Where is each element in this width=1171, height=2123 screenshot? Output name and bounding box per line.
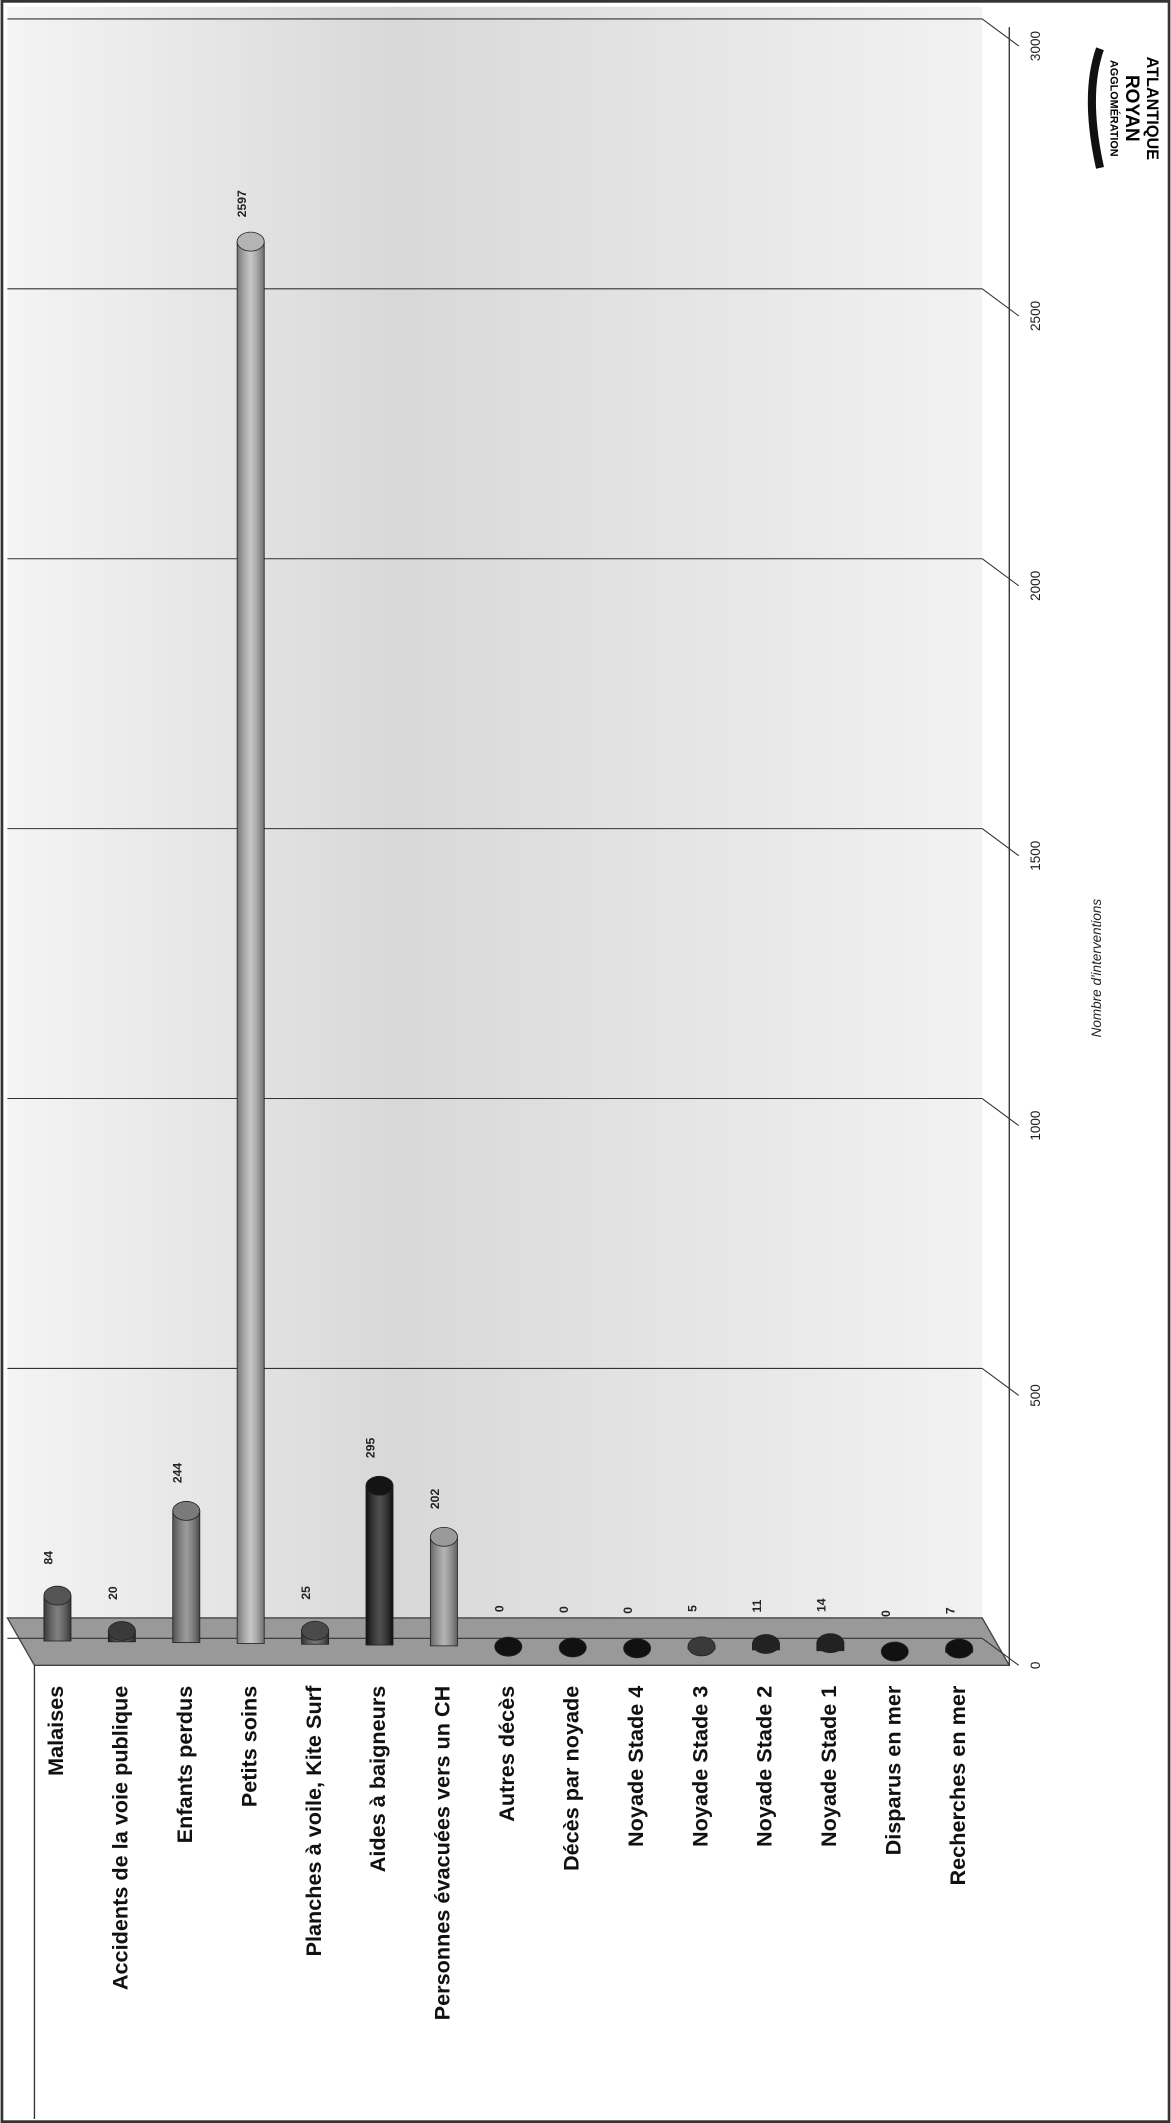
tick-mark bbox=[981, 18, 1020, 47]
bar-shade bbox=[365, 1485, 394, 1646]
value-label: 0 bbox=[621, 1607, 635, 1614]
bar-top bbox=[687, 1636, 716, 1657]
y-tick-label: 0 bbox=[1028, 1662, 1043, 1670]
logo-line: AGGLOMÉRATION bbox=[1108, 60, 1121, 157]
bar-top bbox=[172, 1501, 201, 1521]
bar-top bbox=[880, 1641, 909, 1662]
x-tick-label: Noyade Stade 4 bbox=[623, 1686, 648, 1847]
x-tick-label: Noyade Stade 2 bbox=[752, 1686, 777, 1847]
bar-top bbox=[236, 231, 265, 252]
tick-mark bbox=[981, 1367, 1020, 1396]
x-tick-label: Accidents de la voie publique bbox=[108, 1686, 133, 1990]
value-label: 14 bbox=[814, 1598, 828, 1612]
value-label: 11 bbox=[750, 1599, 764, 1612]
bar-top bbox=[816, 1633, 845, 1654]
value-label: 20 bbox=[106, 1586, 120, 1600]
value-label: 84 bbox=[42, 1551, 56, 1565]
bar-shade bbox=[172, 1510, 201, 1644]
y-tick-label: 1000 bbox=[1028, 1111, 1043, 1141]
x-tick-label: Disparus en mer bbox=[881, 1685, 906, 1855]
bar-top bbox=[107, 1621, 136, 1641]
x-tick-label: Décès par noyade bbox=[558, 1686, 583, 1871]
bar-top bbox=[494, 1636, 523, 1657]
bar-top bbox=[752, 1634, 780, 1654]
back-wall bbox=[7, 6, 983, 1618]
value-label: 0 bbox=[879, 1610, 893, 1617]
value-label: 295 bbox=[364, 1438, 378, 1459]
logo-arc bbox=[1087, 47, 1104, 169]
y-tick-label: 3000 bbox=[1028, 31, 1043, 61]
bar-top bbox=[365, 1475, 394, 1496]
value-label: 0 bbox=[557, 1606, 571, 1613]
value-label: 244 bbox=[170, 1463, 184, 1484]
logo-line: ROYAN bbox=[1121, 75, 1142, 142]
bar-shade bbox=[429, 1536, 458, 1647]
bar-top bbox=[301, 1620, 330, 1641]
axis-title: Nombre d'interventions bbox=[1089, 899, 1104, 1038]
bar-top bbox=[945, 1638, 974, 1659]
x-tick-label: Autres décès bbox=[494, 1686, 519, 1822]
tick-mark bbox=[981, 1637, 1020, 1666]
bar-top bbox=[623, 1638, 652, 1659]
value-label: 0 bbox=[492, 1605, 506, 1612]
x-tick-label: Petits soins bbox=[236, 1686, 261, 1808]
y-tick-label: 2000 bbox=[1028, 571, 1043, 601]
x-tick-label: Recherches en mer bbox=[945, 1685, 970, 1885]
x-tick-label: Enfants perdus bbox=[172, 1686, 197, 1844]
value-label: 2597 bbox=[235, 190, 249, 217]
bar-top bbox=[558, 1637, 587, 1658]
bar-top bbox=[429, 1526, 458, 1547]
tick-mark bbox=[981, 558, 1020, 587]
bar-top bbox=[43, 1585, 72, 1606]
y-tick-label: 500 bbox=[1028, 1384, 1043, 1407]
y-tick-label: 1500 bbox=[1028, 841, 1043, 871]
bar-shade bbox=[236, 241, 265, 1644]
tick-mark bbox=[981, 288, 1020, 317]
x-tick-label: Malaises bbox=[43, 1686, 68, 1776]
x-tick-label: Planches à voile, Kite Surf bbox=[301, 1685, 326, 1957]
value-label: 5 bbox=[686, 1605, 700, 1612]
tick-mark bbox=[981, 828, 1020, 857]
x-tick-label: Aides à baigneurs bbox=[365, 1686, 390, 1873]
logo: AGGLOMÉRATION ROYAN ATLANTIQUE bbox=[1087, 47, 1161, 169]
value-label: 202 bbox=[428, 1489, 442, 1510]
y-tick-label: 2500 bbox=[1028, 301, 1043, 331]
logo-line: ATLANTIQUE bbox=[1143, 57, 1161, 161]
x-tick-label: Noyade Stade 3 bbox=[687, 1686, 712, 1847]
x-tick-label: Noyade Stade 1 bbox=[816, 1686, 841, 1847]
value-label: 25 bbox=[299, 1586, 313, 1600]
x-tick-label: Personnes évacuées vers un CH bbox=[430, 1686, 455, 2021]
tick-mark bbox=[981, 1098, 1020, 1127]
value-label: 7 bbox=[943, 1607, 957, 1614]
